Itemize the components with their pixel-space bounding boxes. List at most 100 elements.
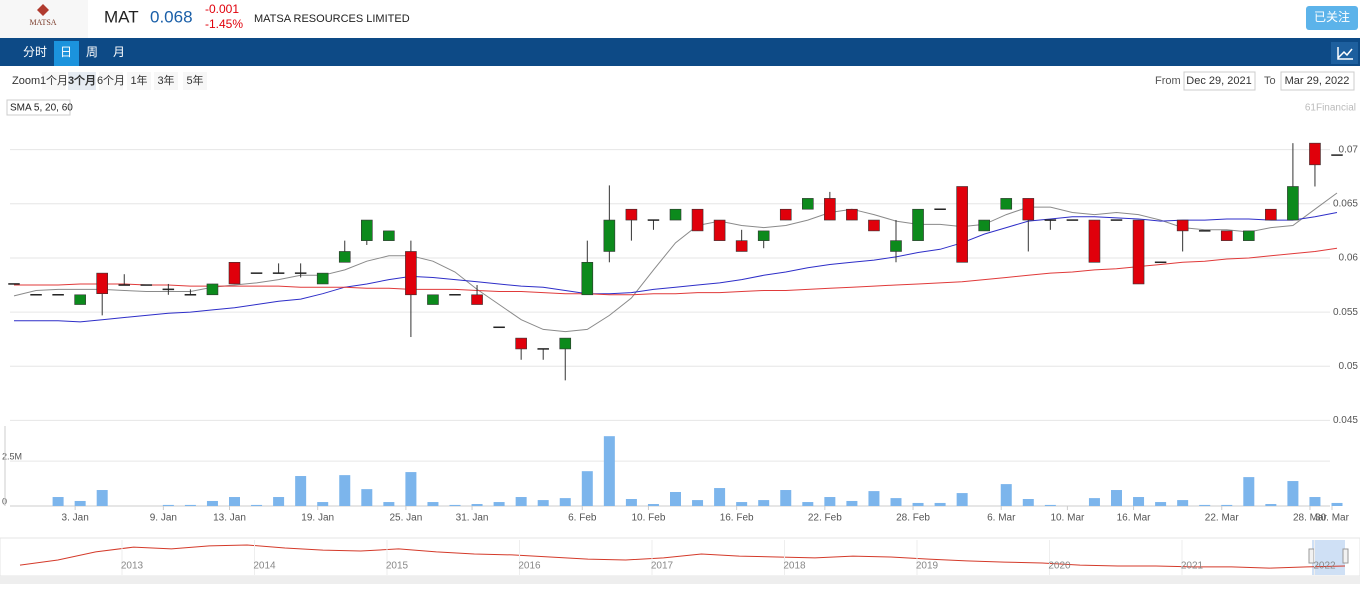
volume-bar (405, 472, 417, 506)
candle-body (868, 219, 880, 232)
chart-icon[interactable] (1337, 47, 1353, 60)
candle-body (581, 261, 594, 296)
follow-label[interactable]: 已关注 (1314, 9, 1350, 24)
symbol: MAT (104, 7, 139, 26)
navigator-year: 2022 (1313, 561, 1336, 572)
x-tick-label: 31. Jan (456, 513, 489, 524)
y-tick-label: 0.06 (1339, 253, 1359, 264)
volume-bar (912, 502, 924, 506)
nav-bar (0, 38, 1360, 66)
navigator-year: 2017 (651, 561, 674, 572)
scrollbar[interactable] (0, 576, 1360, 584)
volume-bar (647, 504, 659, 506)
zoom-option[interactable]: 5年 (186, 73, 203, 87)
candle-body (405, 251, 417, 296)
from-date[interactable]: Dec 29, 2021 (1186, 75, 1251, 87)
zoom-button-bg[interactable] (42, 72, 66, 90)
volume-bar (692, 500, 704, 506)
candle-body (360, 219, 373, 241)
candle-body (1331, 154, 1343, 156)
candle-body (1243, 230, 1255, 241)
candle-body (1132, 219, 1145, 285)
volume-bar (1044, 504, 1056, 506)
zoom-button-bg[interactable] (127, 72, 151, 90)
volume-bar (736, 502, 748, 506)
navigator-selection[interactable] (1312, 540, 1345, 575)
candle-body (515, 337, 527, 350)
candle-body (1022, 198, 1035, 221)
volume-bar (1265, 504, 1277, 506)
candle-body (603, 219, 616, 252)
x-tick-label: 22. Mar (1205, 513, 1240, 524)
candle-body (493, 326, 505, 329)
candle-body (1198, 230, 1211, 232)
zoom-option[interactable]: 1个月 (40, 74, 68, 87)
candle-body (1220, 230, 1233, 241)
candle-body (206, 283, 219, 296)
candle-body (8, 283, 20, 285)
x-tick-label: 22. Feb (808, 513, 842, 524)
x-tick-label: 6. Feb (568, 513, 597, 524)
candle-body (228, 261, 241, 285)
volume-bar (1177, 500, 1189, 506)
tab[interactable]: 周 (86, 45, 98, 59)
candle-body (1044, 219, 1057, 221)
volume-bar (383, 502, 395, 506)
volume-bar (295, 476, 307, 506)
y-tick-label: 0.07 (1339, 144, 1359, 155)
navigator-year: 2019 (916, 561, 939, 572)
volume-bar (780, 490, 792, 506)
volume-bar (1088, 498, 1100, 506)
from-input[interactable] (1183, 71, 1256, 91)
tab[interactable]: 分时 (23, 45, 47, 59)
navigator-year: 2020 (1048, 561, 1071, 572)
volume-bar (559, 498, 571, 506)
zoom-option[interactable]: 1年 (130, 73, 147, 87)
candle-body (1110, 219, 1123, 221)
header (0, 0, 1360, 38)
candle-body (691, 208, 704, 232)
volume-bar (74, 500, 86, 506)
x-tick-label: 6. Mar (987, 513, 1016, 524)
x-tick-label: 16. Mar (1117, 513, 1152, 524)
tab[interactable]: 日 (60, 45, 72, 59)
volume-bar (427, 502, 439, 506)
candle-body (779, 208, 792, 221)
volume-bar (52, 497, 64, 506)
volume-bar (670, 492, 681, 506)
zoom-button-bg[interactable] (99, 72, 123, 90)
zoom-option[interactable]: 6个月 (97, 74, 125, 87)
volume-bar (361, 489, 373, 506)
to-date[interactable]: Mar 29, 2022 (1285, 75, 1350, 87)
navigator[interactable] (0, 537, 1360, 577)
candle-body (471, 294, 483, 305)
y-tick-label: 0.055 (1333, 307, 1358, 318)
navigator-year: 2015 (386, 561, 409, 572)
tab[interactable]: 月 (113, 45, 125, 59)
volume-bar (471, 504, 483, 506)
zoom-button-bg[interactable] (183, 72, 207, 90)
zoom-button-bg[interactable] (154, 72, 178, 90)
candle-body (757, 230, 770, 241)
candle-body (184, 294, 197, 296)
volume-bar (802, 502, 814, 506)
candle-body (1309, 142, 1321, 166)
to-input[interactable] (1280, 71, 1355, 91)
volume-tick-label: 2.5M (2, 452, 22, 462)
volume-bar (184, 504, 196, 506)
candle-body (1000, 198, 1013, 210)
x-tick-label: 10. Mar (1050, 513, 1085, 524)
navigator-handle[interactable] (1342, 548, 1349, 564)
follow-button[interactable] (1306, 6, 1358, 30)
x-tick-label: 28. Feb (896, 513, 930, 524)
candle-body (537, 348, 549, 350)
from-label: From (1155, 75, 1181, 87)
volume-bar (1000, 484, 1012, 506)
volume-bar (581, 471, 593, 506)
zoom-active-bg[interactable] (68, 72, 96, 90)
x-tick-label: 10. Feb (631, 513, 665, 524)
volume-bar (956, 493, 968, 506)
zoom-option[interactable]: 3年 (157, 73, 174, 87)
zoom-option[interactable]: 3个月 (68, 73, 96, 87)
